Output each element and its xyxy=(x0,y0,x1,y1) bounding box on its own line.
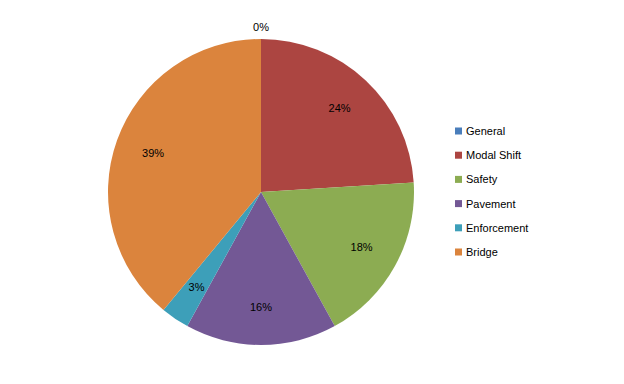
legend-label: Enforcement xyxy=(466,222,528,234)
legend-item: Safety xyxy=(455,173,498,185)
legend: General Modal Shift Safety Pavement Enforcem… xyxy=(455,125,528,258)
legend-label: Pavement xyxy=(466,198,516,210)
data-label: 0% xyxy=(253,21,269,33)
legend-label: Safety xyxy=(466,173,498,185)
chart: 0% 24% 18% 16% 3% 39% General Modal Shift Safety… xyxy=(0,0,624,384)
legend-item: Modal Shift xyxy=(455,149,521,161)
legend-item: General xyxy=(455,125,505,137)
pie: 0% 24% 18% 16% 3% 39% xyxy=(108,21,414,345)
legend-swatch xyxy=(455,128,462,135)
data-label: 18% xyxy=(351,241,373,253)
legend-swatch xyxy=(455,200,462,207)
legend-swatch xyxy=(455,224,462,231)
legend-item: Pavement xyxy=(455,198,516,210)
pie-slice xyxy=(261,39,414,192)
data-label: 24% xyxy=(329,102,351,114)
legend-item: Bridge xyxy=(455,246,498,258)
legend-label: General xyxy=(466,125,505,137)
legend-label: Modal Shift xyxy=(466,149,521,161)
data-label: 16% xyxy=(250,301,272,313)
legend-swatch xyxy=(455,176,462,183)
legend-label: Bridge xyxy=(466,246,498,258)
pie-slice xyxy=(108,39,261,310)
data-label: 39% xyxy=(142,147,164,159)
legend-item: Enforcement xyxy=(455,222,528,234)
legend-swatch xyxy=(455,249,462,256)
data-label: 3% xyxy=(189,281,205,293)
legend-swatch xyxy=(455,152,462,159)
